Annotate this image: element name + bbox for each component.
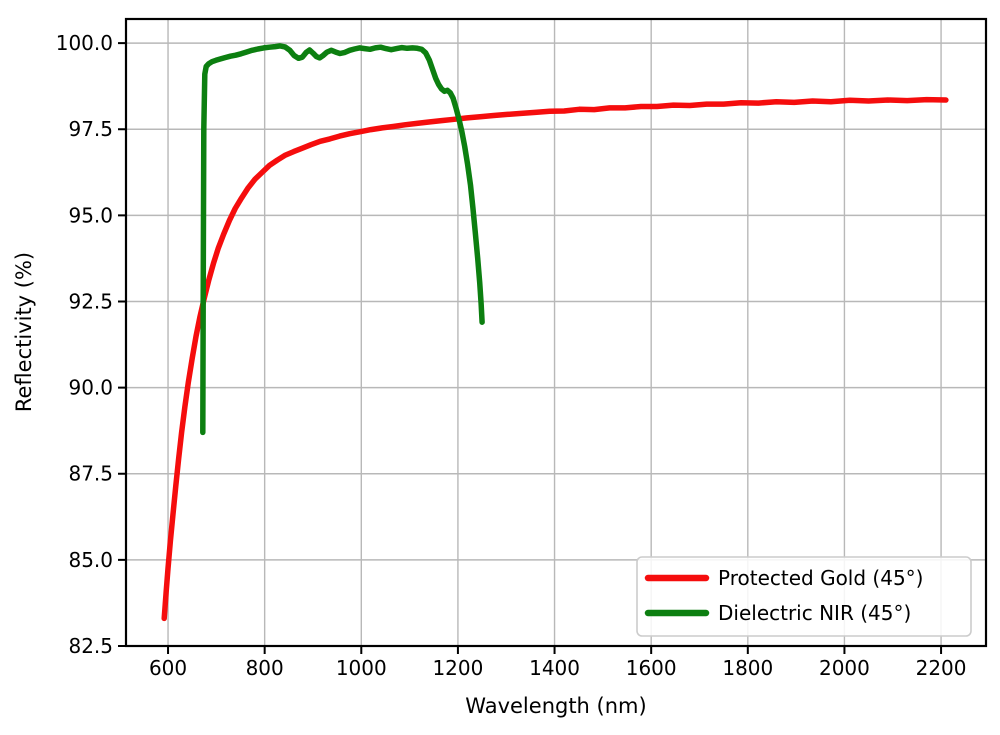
- legend-label-dielectric-nir: Dielectric NIR (45°): [718, 601, 911, 625]
- x-tick-label: 800: [246, 656, 284, 680]
- y-axis-label: Reflectivity (%): [12, 252, 36, 412]
- x-tick-label: 1800: [722, 656, 773, 680]
- x-tick-label: 1600: [626, 656, 677, 680]
- series-line-0: [161, 96, 949, 622]
- y-tick-label: 85.0: [68, 548, 113, 572]
- y-tick-label: 95.0: [68, 203, 113, 227]
- y-tick-label: 87.5: [68, 462, 113, 486]
- y-tick-label: 90.0: [68, 376, 113, 400]
- x-axis-label: Wavelength (nm): [465, 694, 646, 718]
- x-tick-label: 1400: [529, 656, 580, 680]
- legend: Protected Gold (45°) Dielectric NIR (45°…: [636, 556, 972, 637]
- x-tick-label: 1000: [336, 656, 387, 680]
- y-tick-labels: 82.5 85.0 87.5 90.0 92.5 95.0 97.5 100.0: [56, 31, 113, 658]
- x-tick-labels: 600 800 1000 1200 1400 1600 1800 2000 2200: [149, 656, 967, 680]
- plot-background: [126, 19, 986, 646]
- legend-box: [636, 556, 972, 637]
- tick-marks: [118, 42, 943, 654]
- series-lines: [161, 43, 949, 622]
- x-tick-label: 600: [149, 656, 187, 680]
- x-tick-label: 2000: [819, 656, 870, 680]
- y-tick-label: 82.5: [68, 634, 113, 658]
- legend-label-protected-gold: Protected Gold (45°): [718, 566, 923, 590]
- x-tick-label: 1200: [432, 656, 483, 680]
- plot-border: [124, 17, 988, 648]
- y-tick-label: 92.5: [68, 289, 113, 313]
- series-line-1: [200, 43, 485, 436]
- y-tick-label: 97.5: [68, 117, 113, 141]
- x-tick-label: 2200: [916, 656, 967, 680]
- gridlines: [126, 19, 986, 647]
- y-tick-label: 100.0: [56, 31, 113, 55]
